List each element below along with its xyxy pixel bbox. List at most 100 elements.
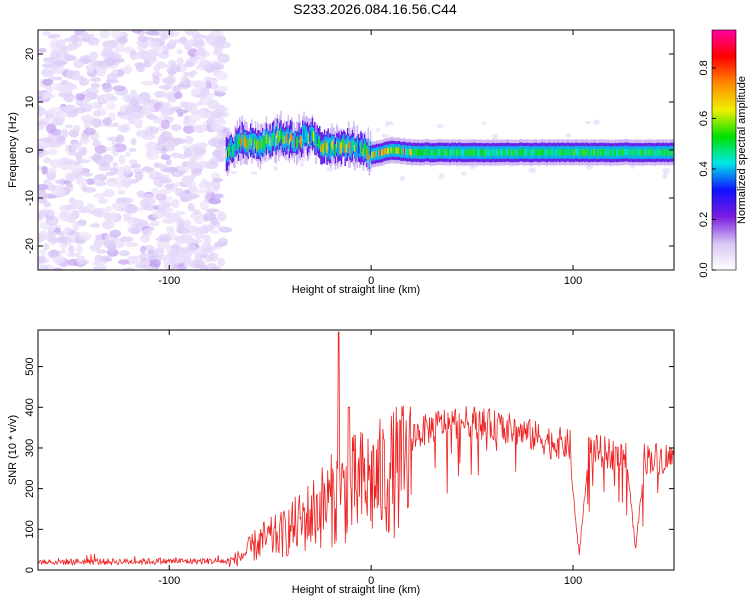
heatmap-cell [661,149,664,156]
heatmap-cell [41,63,54,69]
heatmap-cell [158,106,169,114]
heatmap-cell [42,78,54,86]
heatmap-cell [193,80,206,89]
heatmap-cell [252,138,254,148]
heatmap-cell [40,249,47,256]
heatmap-cell [648,149,650,156]
heatmap-cell [438,173,445,180]
heatmap-cell [359,146,361,154]
heatmap-cell [487,149,489,156]
heatmap-cell [331,141,333,148]
heatmap-cell [216,211,227,222]
heatmap-cell [98,165,112,171]
heatmap-cell [578,149,580,156]
heatmap-cell [637,149,640,156]
heatmap-cell [47,34,57,39]
heatmap-cell [66,216,76,224]
heatmap-cell [476,149,478,156]
heatmap-cell [38,184,49,191]
colorbar-frame [711,29,737,271]
heatmap-cell [49,159,62,169]
heatmap-cell [45,84,54,94]
heatmap-cell [464,149,466,156]
heatmap-cell [210,265,222,270]
heatmap-cell [317,137,320,148]
heatmap-cell [179,101,188,108]
heatmap-cell [426,148,429,156]
heatmap-cell [171,265,181,270]
heatmap-cell [603,149,606,156]
heatmap-cell [551,149,554,156]
x-tick-label: 100 [564,275,582,287]
heatmap-cell [432,149,435,156]
heatmap-cell [520,148,522,156]
heatmap-cell [400,148,402,155]
heatmap-cell [443,149,446,156]
heatmap-cell [137,93,149,99]
heatmap-cell [49,226,57,231]
heatmap-cell [489,149,492,156]
heatmap-cell [190,168,203,174]
heatmap-cell [262,137,264,148]
heatmap-cell [211,109,224,119]
heatmap-cell [256,140,258,152]
heatmap-cell [302,131,304,143]
heatmap-cell [250,134,252,147]
heatmap-cell [602,148,604,156]
heatmap-cell [492,149,494,156]
heatmap-cell [565,132,571,138]
heatmap-cell [407,148,409,156]
heatmap-cell [401,148,403,155]
heatmap-cell [592,149,595,156]
heatmap-cell [110,166,118,175]
colorbar-gradient [712,30,736,270]
heatmap-cell [342,139,344,149]
heatmap-cell [294,136,297,148]
heatmap-cell [571,149,573,156]
heatmap-cell [596,149,598,157]
colorbar-tick-label: 0.8 [698,60,710,75]
heatmap-cell [124,203,138,214]
heatmap-cell [584,120,591,125]
heatmap-cell [43,243,50,251]
heatmap-cell [620,149,623,156]
heatmap-cell [517,149,520,156]
heatmap-cell [277,136,280,144]
heatmap-cell [453,149,455,156]
heatmap-cell [379,149,382,157]
heatmap-cell [469,149,471,156]
heatmap-cell [225,150,228,158]
heatmap-cell [43,202,52,208]
heatmap-cell [75,93,85,101]
heatmap-cell [92,266,100,270]
heatmap-cell [535,148,538,156]
heatmap-cell [45,215,59,226]
heatmap-cell [147,49,159,59]
heatmap-cell [462,149,464,156]
heatmap-cell [241,133,243,143]
heatmap-cell [369,146,372,157]
heatmap-cell [102,84,113,93]
heatmap-cell [216,131,223,140]
heatmap-cell [659,148,661,156]
heatmap-cell [211,62,220,71]
heatmap-cell [422,149,424,156]
heatmap-cell [594,148,596,156]
heatmap-cell [296,139,298,148]
heatmap-cell [114,44,126,53]
heatmap-cell [671,148,673,156]
heatmap-cell [506,148,509,156]
heatmap-cell [463,149,465,156]
heatmap-cell [304,130,306,138]
heatmap-cell [384,148,386,155]
colorbar: 0.0 0.2 0.4 0.6 0.8 Normalized spectral ampl… [698,29,748,278]
heatmap-cell [494,149,497,156]
heatmap-cell [575,148,578,156]
heatmap-cell [236,137,239,147]
heatmap-cell [377,150,379,157]
heatmap-cell [78,232,92,241]
heatmap-cell [88,210,103,215]
heatmap-cell [38,141,50,149]
heatmap-cell [646,149,648,156]
heatmap-cell [498,149,500,156]
